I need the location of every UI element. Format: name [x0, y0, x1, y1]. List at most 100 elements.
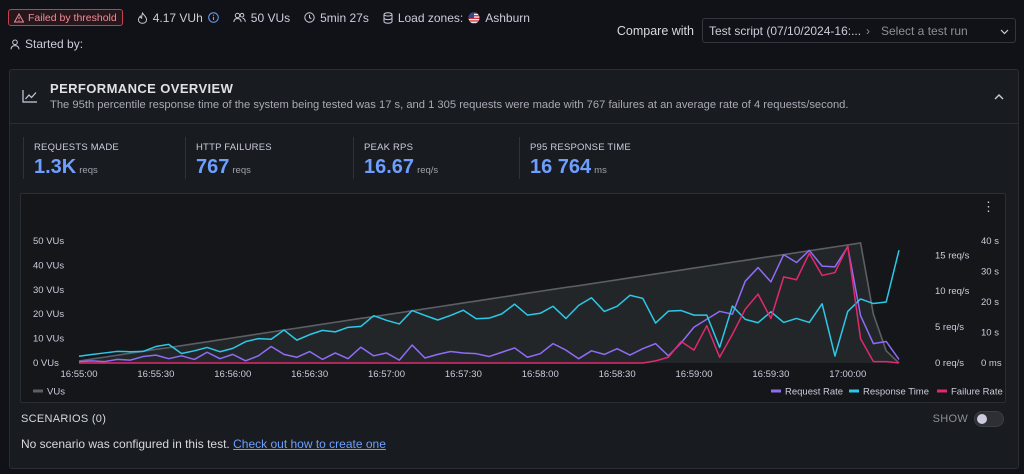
x-axis-tick: 17:00:00: [829, 369, 866, 380]
stat-peak-rps: PEAK RPS 16.67 req/s: [353, 137, 519, 179]
stats-row: REQUESTS MADE 1.3K reqs HTTP FAILURES 767…: [23, 137, 699, 179]
compare-select[interactable]: Test script (07/10/2024-16:... › Select …: [702, 18, 1016, 43]
stat-value: 1.3K reqs: [34, 156, 185, 179]
warning-icon: [14, 12, 24, 23]
response-time-line: [78, 249, 900, 358]
vuh-value: 4.17 VUh: [152, 10, 203, 25]
scenarios-empty-text: No scenario was configured in this test.: [21, 437, 230, 451]
x-axis-tick: 16:59:30: [752, 369, 789, 380]
x-axis-tick: 16:57:00: [368, 369, 405, 380]
compare-label: Compare with: [616, 23, 694, 38]
time-axis-tick: 10 s: [981, 328, 999, 339]
request-rate-line: [78, 245, 900, 363]
legend-label: Failure Rate: [951, 387, 1003, 398]
stat-number: 16.67: [364, 156, 415, 178]
stat-unit: req/s: [417, 165, 439, 176]
vus-line: [78, 242, 900, 364]
performance-chart: ⋮ 0 VUs 10 VUs 20 VUs 30 VUs 40 VUs 50 VUs 0 r…: [20, 193, 1006, 403]
legend-label: Request Rate: [785, 387, 843, 398]
left-axis-tick: 10 VUs: [33, 334, 64, 345]
x-axis-tick: 16:58:30: [599, 369, 636, 380]
test-run-header: Failed by threshold 4.17 VUh 50 VUs 5min…: [0, 0, 1024, 60]
stat-unit: reqs: [232, 165, 251, 176]
line-chart-icon: [22, 89, 38, 106]
scenarios-section: SCENARIOS (0) SHOW No scenario was confi…: [10, 404, 1018, 474]
x-axis-tick: 16:58:00: [522, 369, 559, 380]
vus-meta: 50 VUs: [233, 11, 290, 25]
time-axis-tick: 40 s: [981, 236, 999, 247]
create-scenario-link[interactable]: Check out how to create one: [233, 437, 386, 451]
time-axis-tick: 30 s: [981, 267, 999, 278]
test-meta-row: Failed by threshold 4.17 VUh 50 VUs 5min…: [8, 9, 530, 26]
us-flag-icon: [468, 12, 480, 24]
database-icon: [383, 11, 393, 24]
performance-overview-summary: The 95th percentile response time of the…: [50, 99, 849, 111]
test-run-select[interactable]: Select a test run: [881, 23, 968, 38]
performance-overview-panel: PERFORMANCE OVERVIEW The 95th percentile…: [9, 69, 1019, 469]
legend-label: Response Time: [863, 387, 929, 398]
stat-label: REQUESTS MADE: [34, 142, 119, 153]
collapse-chevron-icon[interactable]: [994, 88, 1004, 103]
vus-value: 50 VUs: [250, 10, 291, 25]
flame-icon: [137, 11, 148, 24]
left-axis-tick: 20 VUs: [33, 309, 64, 320]
scenarios-empty-message: No scenario was configured in this test.…: [21, 437, 386, 451]
load-zones-label: Load zones:: [397, 10, 464, 25]
x-axis-tick: 16:55:00: [61, 369, 98, 380]
compare-script-value[interactable]: Test script (07/10/2024-16:...: [709, 23, 861, 38]
users-icon: [233, 12, 246, 23]
time-axis-tick: 20 s: [981, 297, 999, 308]
failure-rate-line: [79, 245, 900, 364]
chevron-right-icon: ›: [866, 23, 870, 38]
duration-meta: 5min 27s: [304, 11, 369, 25]
clock-icon: [304, 12, 315, 23]
duration-value: 5min 27s: [320, 10, 369, 25]
stat-number: 1.3K: [34, 156, 77, 178]
status-badge: Failed by threshold: [8, 9, 123, 26]
vus-area: [79, 242, 899, 363]
x-axis-tick: 16:56:30: [291, 369, 328, 380]
performance-overview-header: PERFORMANCE OVERVIEW The 95th percentile…: [10, 70, 1018, 124]
stat-number: 16 764: [530, 156, 592, 178]
performance-overview-title: PERFORMANCE OVERVIEW: [50, 81, 234, 96]
x-axis-tick: 16:59:00: [676, 369, 713, 380]
vuh-meta: 4.17 VUh: [137, 11, 219, 25]
rps-axis-tick: 5 req/s: [935, 322, 964, 333]
toggle-knob: [977, 414, 987, 424]
compare-control: Compare with Test script (07/10/2024-16:…: [617, 18, 1016, 43]
stat-label: PEAK RPS: [364, 142, 414, 153]
x-axis-tick: 16:56:00: [214, 369, 251, 380]
left-axis-tick: 30 VUs: [33, 285, 64, 296]
stat-number: 767: [196, 156, 230, 178]
scenarios-title: SCENARIOS (0): [21, 413, 107, 425]
left-axis-tick: 40 VUs: [33, 260, 64, 271]
vus-legend-label: VUs: [47, 387, 65, 398]
user-icon: [10, 39, 20, 50]
time-axis-tick: 0 ms: [981, 358, 1002, 369]
stat-p95-response-time: P95 RESPONSE TIME 16 764 ms: [519, 137, 699, 179]
load-zone-value: Ashburn: [485, 10, 530, 25]
stat-unit: reqs: [79, 165, 98, 176]
chevron-down-icon[interactable]: [993, 24, 1015, 38]
info-icon[interactable]: [207, 12, 219, 23]
stat-label: P95 RESPONSE TIME: [530, 142, 631, 153]
stat-label: HTTP FAILURES: [196, 142, 272, 153]
show-scenarios-toggle[interactable]: [974, 411, 1004, 427]
load-zones-meta: Load zones: Ashburn: [383, 11, 530, 25]
stat-value: 16 764 ms: [530, 156, 699, 179]
rps-axis-tick: 15 req/s: [935, 250, 970, 261]
stat-requests-made: REQUESTS MADE 1.3K reqs: [23, 137, 185, 179]
stat-unit: ms: [594, 165, 607, 176]
rps-axis-tick: 0 req/s: [935, 358, 964, 369]
left-axis-tick: 0 VUs: [33, 358, 59, 369]
more-options-icon[interactable]: ⋮: [982, 199, 995, 214]
status-badge-label: Failed by threshold: [28, 11, 117, 24]
x-axis-tick: 16:57:30: [445, 369, 482, 380]
stat-value: 16.67 req/s: [364, 156, 519, 179]
stat-value: 767 reqs: [196, 156, 353, 179]
show-label: SHOW: [932, 413, 968, 425]
stat-http-failures: HTTP FAILURES 767 reqs: [185, 137, 353, 179]
x-axis-tick: 16:55:30: [137, 369, 174, 380]
started-by-label: Started by:: [25, 37, 84, 51]
rps-axis-tick: 10 req/s: [935, 286, 970, 297]
